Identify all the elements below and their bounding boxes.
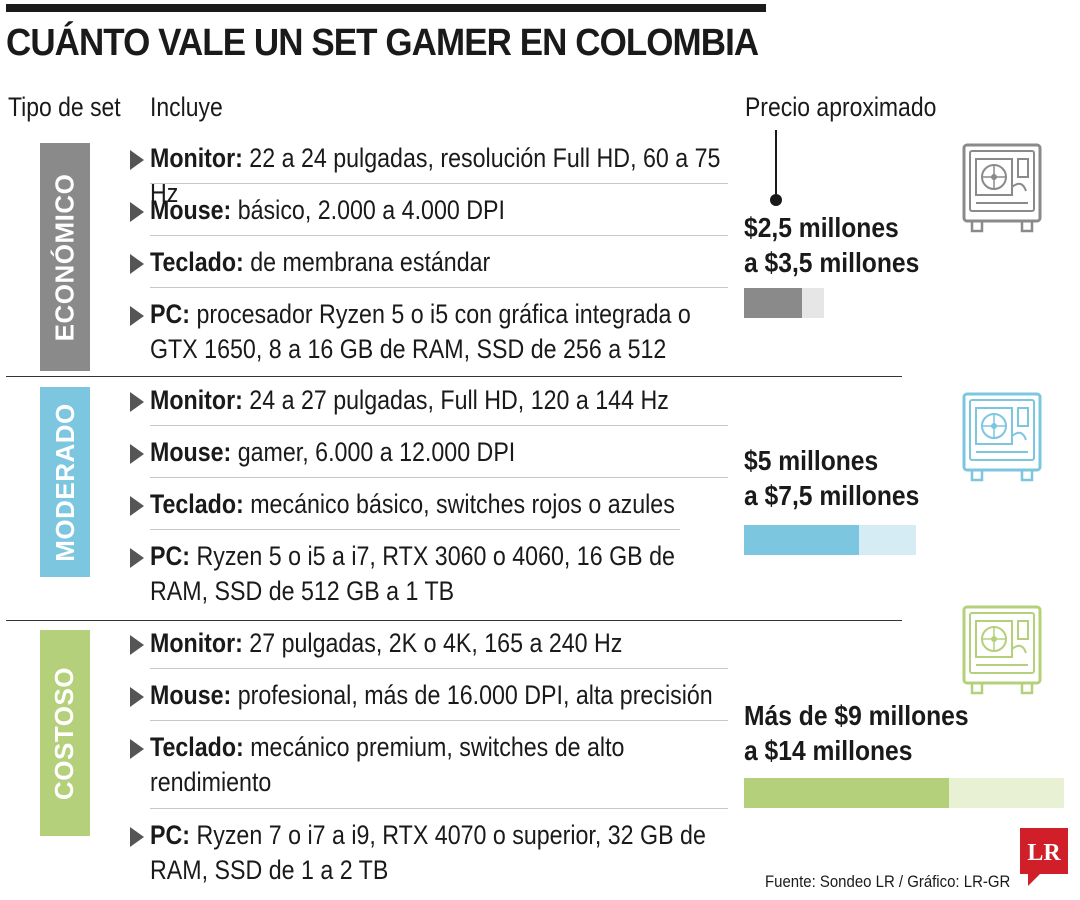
svg-text:LR: LR [1027,840,1061,866]
divider [150,183,728,184]
tag-moderado: MODERADO [40,387,90,577]
price-pointer-dot [770,194,782,206]
divider [150,720,728,721]
section-divider [6,620,902,621]
arrow-icon [130,444,144,464]
item-mouse: Mouse: básico, 2.000 a 4.000 DPI [128,193,728,228]
price-bar-fill [744,288,802,318]
pc-case-icon [962,605,1042,695]
item-teclado: Teclado: de membrana estándar [128,245,728,280]
item-pc: PC: procesador Ryzen 5 o i5 con gráfica … [128,297,728,367]
pc-case-icon [962,392,1042,482]
arrow-icon [130,687,144,707]
tag-economico: ECONÓMICO [40,143,90,371]
arrow-icon [130,202,144,222]
arrow-icon [130,739,144,759]
item-mouse: Mouse: gamer, 6.000 a 12.000 DPI [128,435,728,470]
header-tipo: Tipo de set [8,92,121,122]
divider [150,668,728,669]
price-moderado: $5 millones a $7,5 millones [744,445,920,511]
section-divider [6,376,902,377]
divider [150,808,728,809]
item-pc: PC: Ryzen 5 o i5 a i7, RTX 3060 o 4060, … [128,539,728,609]
price-bar-fill [744,525,860,555]
arrow-icon [130,254,144,274]
item-teclado: Teclado: mecánico premium, switches de a… [128,730,728,800]
page-title: CUÁNTO VALE UN SET GAMER EN COLOMBIA [6,22,759,64]
arrow-icon [130,392,144,412]
pc-case-icon [962,143,1042,233]
item-monitor: Monitor: 27 pulgadas, 2K o 4K, 165 a 240… [128,626,728,661]
arrow-icon [130,150,144,170]
divider [150,477,728,478]
price-bar-fill [744,778,949,808]
arrow-icon [130,635,144,655]
price-pointer-line [775,130,777,198]
arrow-icon [130,548,144,568]
item-pc: PC: Ryzen 7 o i7 a i9, RTX 4070 o superi… [128,818,728,888]
item-monitor: Monitor: 22 a 24 pulgadas, resolución Fu… [128,141,728,211]
top-rule [6,4,766,12]
divider [150,287,728,288]
header-incluye: Incluye [150,92,223,122]
item-teclado: Teclado: mecánico básico, switches rojos… [128,487,728,522]
divider [150,529,680,530]
arrow-icon [130,496,144,516]
source-note: Fuente: Sondeo LR / Gráfico: LR-GR [765,872,1011,891]
lr-logo: LR [1020,828,1068,886]
header-precio: Precio aproximado [745,92,937,122]
arrow-icon [130,827,144,847]
price-bar-economico [744,288,824,318]
price-bar-costoso [744,778,1064,808]
divider [150,235,728,236]
price-economico: $2,5 millones a $3,5 millones [744,212,920,278]
price-bar-moderado [744,525,916,555]
arrow-icon [130,306,144,326]
item-monitor: Monitor: 24 a 27 pulgadas, Full HD, 120 … [128,383,728,418]
price-costoso: Más de $9 millones a $14 millones [744,700,969,766]
divider [150,425,728,426]
tag-costoso: COSTOSO [40,630,90,836]
item-mouse: Mouse: profesional, más de 16.000 DPI, a… [128,678,728,713]
